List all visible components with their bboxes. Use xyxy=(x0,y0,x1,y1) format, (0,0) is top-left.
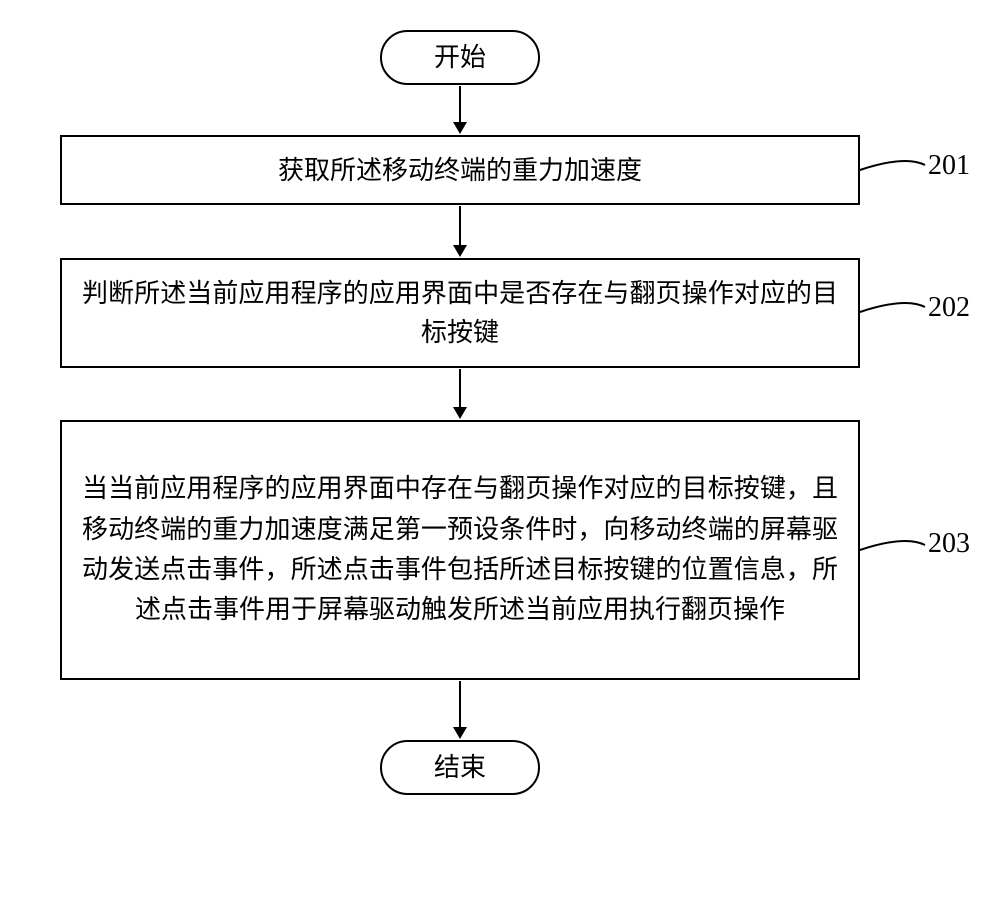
arrow-1-line xyxy=(459,86,461,124)
start-label: 开始 xyxy=(382,38,538,77)
arrow-1-head-icon xyxy=(453,122,467,134)
flowchart-start-node: 开始 xyxy=(380,30,540,85)
flowchart-step-3: 当当前应用程序的应用界面中存在与翻页操作对应的目标按键，且移动终端的重力加速度满… xyxy=(60,420,860,680)
arrow-4-head-icon xyxy=(453,727,467,739)
flowchart-end-node: 结束 xyxy=(380,740,540,795)
arrow-3-line xyxy=(459,369,461,409)
step2-number: 202 xyxy=(928,292,970,324)
step3-text: 当当前应用程序的应用界面中存在与翻页操作对应的目标按键，且移动终端的重力加速度满… xyxy=(82,469,838,630)
arrow-2-line xyxy=(459,206,461,247)
step2-text: 判断所述当前应用程序的应用界面中是否存在与翻页操作对应的目标按键 xyxy=(82,274,838,352)
connector-step3 xyxy=(858,533,927,552)
arrow-3-head-icon xyxy=(453,407,467,419)
connector-step2 xyxy=(858,295,927,314)
step3-number: 203 xyxy=(928,528,970,560)
step1-number: 201 xyxy=(928,150,970,182)
arrow-2-head-icon xyxy=(453,245,467,257)
flowchart-step-1: 获取所述移动终端的重力加速度 xyxy=(60,135,860,205)
flowchart-step-2: 判断所述当前应用程序的应用界面中是否存在与翻页操作对应的目标按键 xyxy=(60,258,860,368)
flowchart-container: 开始 获取所述移动终端的重力加速度 201 判断所述当前应用程序的应用界面中是否… xyxy=(0,0,1000,900)
connector-step1 xyxy=(858,153,927,172)
step1-text: 获取所述移动终端的重力加速度 xyxy=(82,151,838,190)
end-label: 结束 xyxy=(382,748,538,787)
arrow-4-line xyxy=(459,681,461,729)
